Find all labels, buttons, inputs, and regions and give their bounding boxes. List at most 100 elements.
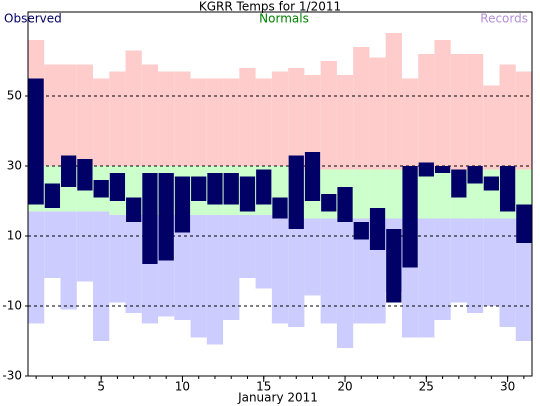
record-high-bar <box>288 68 305 170</box>
y-tick-label: -30 <box>2 369 22 383</box>
record-high-bar <box>271 71 289 166</box>
observed-bar <box>207 173 223 205</box>
normal-bar <box>418 169 435 219</box>
observed-bar <box>174 176 191 233</box>
observed-bar <box>93 180 109 198</box>
observed-bar <box>402 166 418 268</box>
record-low-bar <box>28 211 45 324</box>
record-high-bar <box>109 71 126 166</box>
observed-bar <box>434 166 451 173</box>
x-tick-label: 25 <box>419 380 434 394</box>
record-high-bar <box>158 71 175 166</box>
normal-bar <box>353 169 370 219</box>
record-low-bar <box>109 215 126 303</box>
record-high-bar <box>450 54 467 170</box>
observed-bar <box>337 187 353 222</box>
record-high-bar <box>385 33 402 170</box>
record-low-bar <box>466 218 484 313</box>
observed-bar <box>516 204 532 243</box>
record-high-bar <box>60 64 77 166</box>
record-high-bar <box>304 75 321 170</box>
record-high-bar <box>418 54 435 170</box>
chart-title: KGRR Temps for 1/2011 <box>199 0 341 14</box>
x-tick-label: 10 <box>175 380 190 394</box>
observed-bar <box>499 166 516 212</box>
observed-bar <box>126 197 142 222</box>
record-low-bar <box>76 211 94 282</box>
record-high-bar <box>239 68 256 166</box>
record-high-bar <box>483 85 500 170</box>
record-high-bar <box>44 64 61 166</box>
observed-bar <box>304 152 321 201</box>
record-low-bar <box>304 218 321 296</box>
y-tick-label: 30 <box>7 159 22 173</box>
observed-bar <box>386 229 402 303</box>
observed-bar <box>28 78 44 205</box>
observed-bar <box>223 173 239 205</box>
record-high-bar <box>141 64 159 166</box>
record-low-bar <box>483 218 500 306</box>
observed-bar <box>61 155 77 187</box>
legend-normals: Normals <box>259 12 309 26</box>
observed-bar <box>451 169 467 198</box>
y-tick-label: -10 <box>2 299 22 313</box>
record-high-bar <box>369 57 386 170</box>
x-tick-label: 5 <box>97 380 105 394</box>
record-low-bar <box>44 211 61 278</box>
record-low-bar <box>320 218 337 324</box>
record-high-bar <box>223 78 240 166</box>
record-high-bar <box>515 71 532 170</box>
record-low-bar <box>271 215 289 324</box>
normal-bar <box>369 169 386 219</box>
record-high-bar <box>174 71 191 166</box>
record-high-bar <box>76 64 94 166</box>
record-high-bar <box>353 47 370 170</box>
record-low-bar <box>288 218 305 327</box>
legend-records: Records <box>480 12 528 26</box>
x-tick-label: 15 <box>256 380 271 394</box>
record-low-bar <box>174 215 191 320</box>
normal-bar <box>434 169 451 219</box>
observed-bar <box>321 194 337 212</box>
record-high-bar <box>93 78 110 166</box>
observed-bar <box>353 222 369 240</box>
record-low-bar <box>223 215 240 320</box>
observed-bar <box>142 173 158 264</box>
record-low-bar <box>515 218 532 341</box>
record-low-bar <box>125 215 142 313</box>
legend-observed: Observed <box>4 12 62 26</box>
record-high-bar <box>206 78 224 166</box>
observed-bar <box>191 176 207 201</box>
y-tick-label: 10 <box>7 229 22 243</box>
record-low-bar <box>255 215 272 289</box>
record-low-bar <box>499 218 516 327</box>
record-high-bar <box>336 75 354 170</box>
record-high-bar <box>466 54 484 170</box>
x-tick-label: 30 <box>500 380 515 394</box>
observed-bar <box>272 197 288 219</box>
observed-bar <box>239 176 256 212</box>
observed-bar <box>467 166 483 184</box>
record-high-bar <box>401 78 419 170</box>
record-low-bar <box>450 218 467 303</box>
record-low-bar <box>353 218 370 324</box>
x-axis-label: January 2011 <box>237 391 318 405</box>
record-low-bar <box>206 215 224 345</box>
record-low-bar <box>190 215 207 338</box>
record-high-bar <box>190 78 207 166</box>
observed-bar <box>44 183 61 208</box>
record-high-bar <box>320 61 337 170</box>
record-low-bar <box>434 218 451 320</box>
observed-bar <box>418 162 434 177</box>
observed-bar <box>483 176 499 191</box>
y-tick-label: 50 <box>7 89 22 103</box>
record-low-bar <box>239 215 256 278</box>
observed-bar <box>369 208 386 250</box>
observed-bar <box>77 159 93 191</box>
observed-bar <box>158 173 174 261</box>
observed-bar <box>256 169 272 205</box>
record-low-bar <box>60 211 77 310</box>
normal-bar <box>385 169 402 219</box>
record-high-bar <box>255 78 272 166</box>
